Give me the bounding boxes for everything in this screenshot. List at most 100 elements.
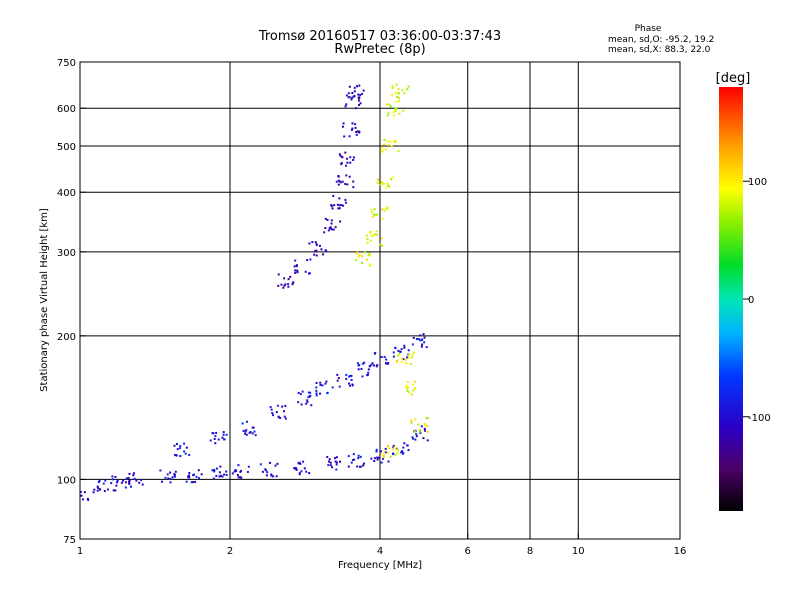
data-point [292, 281, 295, 284]
data-point [92, 491, 95, 494]
data-point [306, 259, 309, 262]
data-point [415, 435, 418, 438]
data-point [415, 433, 418, 436]
data-point [124, 481, 127, 484]
y-tick-label: 300 [57, 248, 76, 259]
data-point [245, 433, 248, 436]
data-point [380, 237, 383, 240]
data-point [377, 456, 380, 459]
data-point [338, 207, 341, 210]
data-point [380, 461, 383, 464]
data-point [120, 481, 123, 484]
data-point [338, 197, 341, 200]
data-point [268, 461, 271, 464]
colorbar-label: [deg] [716, 71, 751, 86]
data-point [418, 430, 421, 433]
data-point [327, 229, 330, 232]
data-point [356, 362, 359, 365]
data-point [410, 421, 413, 424]
data-point [407, 356, 410, 359]
data-point [314, 241, 317, 244]
data-point [337, 174, 340, 177]
data-point [334, 460, 337, 463]
data-point [363, 462, 366, 465]
data-point [422, 333, 425, 336]
data-point [358, 104, 361, 107]
data-point [380, 355, 383, 358]
data-point [114, 475, 117, 478]
data-point [386, 140, 389, 143]
data-point [318, 244, 321, 247]
data-point [357, 364, 360, 367]
data-point [265, 474, 268, 477]
data-point [406, 88, 409, 91]
data-point [328, 458, 331, 461]
data-point [346, 157, 349, 160]
data-point [362, 464, 365, 467]
data-point [399, 350, 402, 353]
data-point [412, 336, 415, 339]
data-point [382, 454, 385, 457]
data-point [341, 180, 344, 183]
data-point [233, 470, 236, 473]
data-point [215, 474, 218, 477]
data-point [197, 477, 200, 480]
data-point [347, 465, 350, 468]
data-point [368, 231, 371, 234]
data-point [270, 474, 273, 477]
data-point [412, 437, 415, 440]
data-point [387, 460, 390, 463]
data-point [358, 130, 361, 133]
data-point [337, 377, 340, 380]
data-point [306, 401, 309, 404]
data-point [369, 239, 372, 242]
data-point [345, 164, 348, 167]
data-point [388, 447, 391, 450]
data-point [351, 383, 354, 386]
data-point [111, 478, 114, 481]
data-point [345, 103, 348, 106]
data-point [239, 476, 242, 479]
data-point [289, 275, 292, 278]
data-point [402, 452, 405, 455]
data-point [344, 198, 347, 201]
data-point [191, 481, 194, 484]
data-point [395, 361, 398, 364]
data-point [187, 474, 190, 477]
data-point [283, 415, 286, 418]
x-tick-label: 6 [465, 546, 471, 557]
data-point [375, 213, 378, 216]
data-point [330, 219, 333, 222]
x-tick-label: 10 [572, 546, 585, 557]
data-point [354, 123, 357, 126]
data-point [124, 486, 127, 489]
data-point [412, 383, 415, 386]
data-point [335, 468, 338, 471]
data-point [325, 249, 328, 252]
data-point [294, 467, 297, 470]
data-point [401, 450, 404, 453]
data-point [328, 460, 331, 463]
data-point [276, 462, 279, 465]
data-point [397, 349, 400, 352]
data-point [275, 411, 278, 414]
data-point [405, 358, 408, 361]
data-point [398, 92, 401, 95]
data-point [284, 283, 287, 286]
data-point [370, 363, 373, 366]
data-point [406, 356, 409, 359]
data-point [301, 390, 304, 393]
x-tick-label: 1 [77, 546, 83, 557]
data-point [359, 94, 362, 97]
data-point [355, 131, 358, 134]
data-point [419, 334, 422, 337]
data-point [271, 412, 274, 415]
data-point [96, 485, 99, 488]
data-point [414, 438, 417, 441]
data-point [140, 479, 143, 482]
y-tick-label: 750 [57, 58, 76, 69]
data-point [194, 481, 197, 484]
data-point [272, 475, 275, 478]
colorbar-tick-label: 100 [748, 177, 767, 188]
data-point [219, 465, 222, 468]
